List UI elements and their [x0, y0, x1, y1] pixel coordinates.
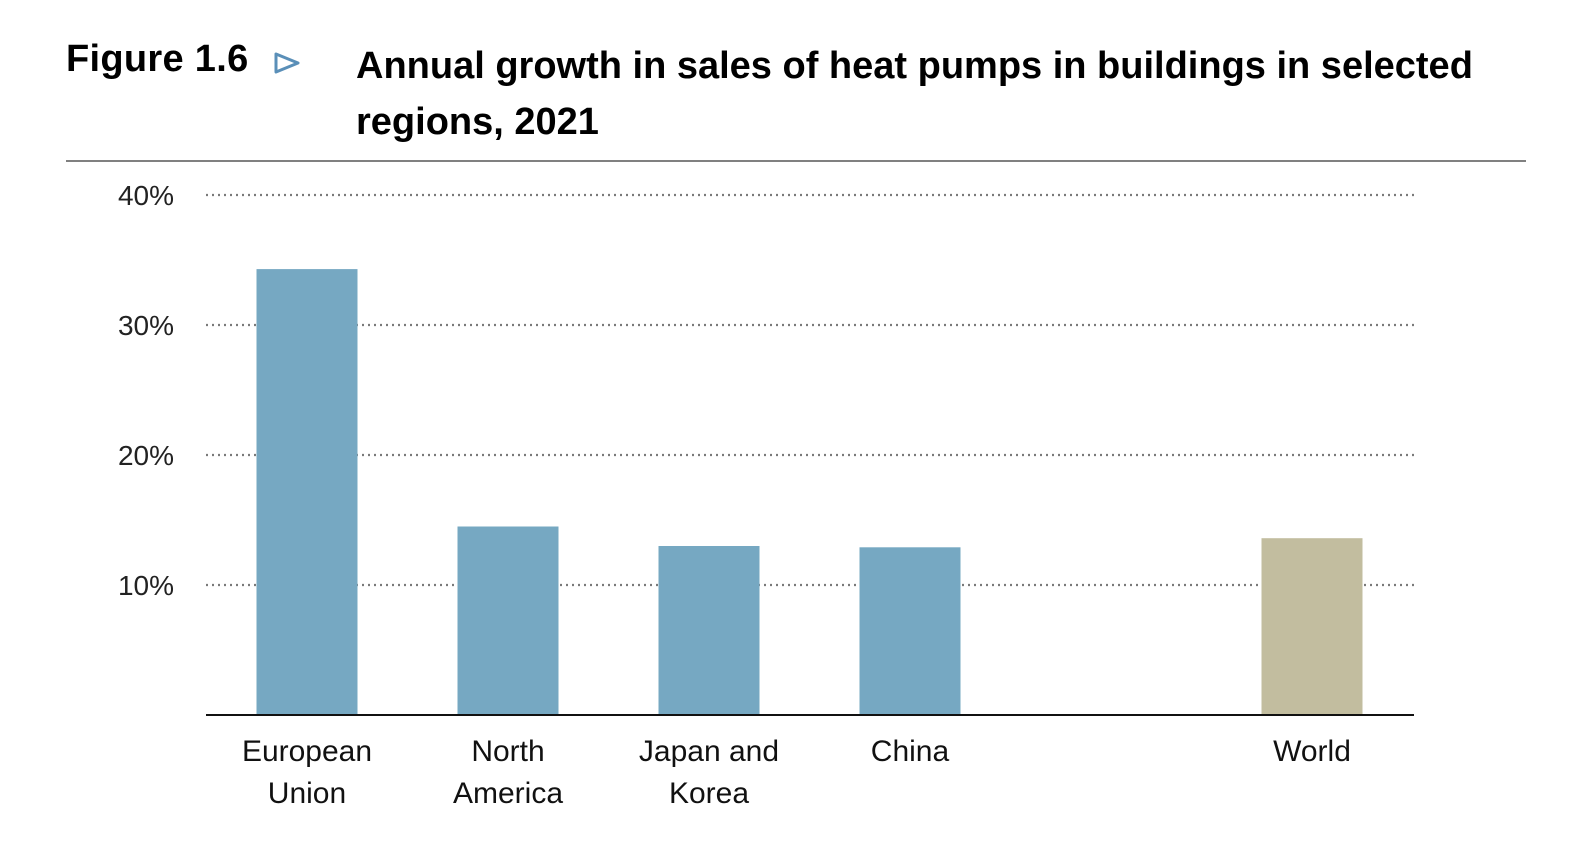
bar — [1261, 538, 1363, 715]
y-tick-label: 40% — [118, 180, 174, 211]
x-tick-label: Japan and — [639, 735, 779, 768]
title-divider — [66, 160, 1526, 162]
y-tick-label: 30% — [118, 310, 174, 341]
bar — [457, 526, 559, 715]
bar — [859, 547, 961, 715]
x-tick-label: World — [1273, 735, 1351, 768]
x-tick-label: China — [871, 735, 950, 768]
y-tick-label: 10% — [118, 570, 174, 601]
x-tick-label: Union — [268, 777, 346, 810]
figure-title: Annual growth in sales of heat pumps in … — [356, 45, 1473, 143]
bar — [658, 546, 760, 715]
x-tick-label: America — [453, 777, 563, 810]
x-tick-label: European — [242, 735, 372, 768]
x-tick-label: Korea — [669, 777, 749, 810]
y-tick-label: 20% — [118, 440, 174, 471]
x-tick-label: North — [471, 735, 544, 768]
figure-arrow-icon — [274, 52, 300, 74]
bar — [256, 269, 358, 715]
figure-label: Figure 1.6 — [66, 38, 249, 80]
